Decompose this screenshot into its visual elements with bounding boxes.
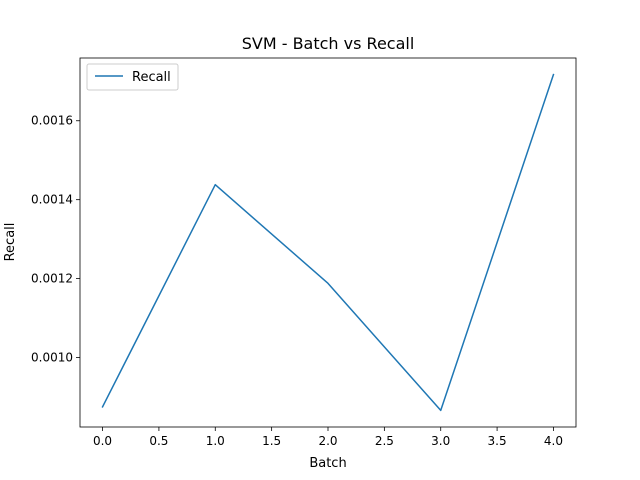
y-tick-label: 0.0010 [31,351,73,365]
x-tick-label: 1.0 [206,434,225,448]
x-tick-label: 2.0 [318,434,337,448]
x-tick-label: 2.5 [375,434,394,448]
plot-area [80,58,576,427]
x-tick-label: 3.5 [488,434,507,448]
x-tick-label: 0.5 [149,434,168,448]
x-tick-label: 4.0 [544,434,563,448]
x-tick-label: 1.5 [262,434,281,448]
legend-box [86,63,179,91]
legend-label-recall: Recall [132,70,171,85]
y-tick-label: 0.0014 [31,193,73,207]
y-axis-ticks: 0.0010 0.0012 0.0014 0.0016 [31,114,80,365]
y-axis-label: Recall [3,223,18,262]
axes-background [80,58,576,427]
y-tick-label: 0.0016 [31,114,73,128]
x-tick-label: 0.0 [93,434,112,448]
x-tick-label: 3.0 [431,434,450,448]
axes-frame [79,57,577,428]
chart-title: SVM - Batch vs Recall [242,34,415,53]
series-layer [101,73,555,412]
legend: Recall [86,63,179,91]
series-line-recall [101,73,555,412]
x-axis-ticks: 0.0 0.5 1.0 1.5 2.0 2.5 3.0 3.5 4.0 [93,427,563,448]
x-axis-label: Batch [309,456,346,471]
y-tick-label: 0.0012 [31,272,73,286]
